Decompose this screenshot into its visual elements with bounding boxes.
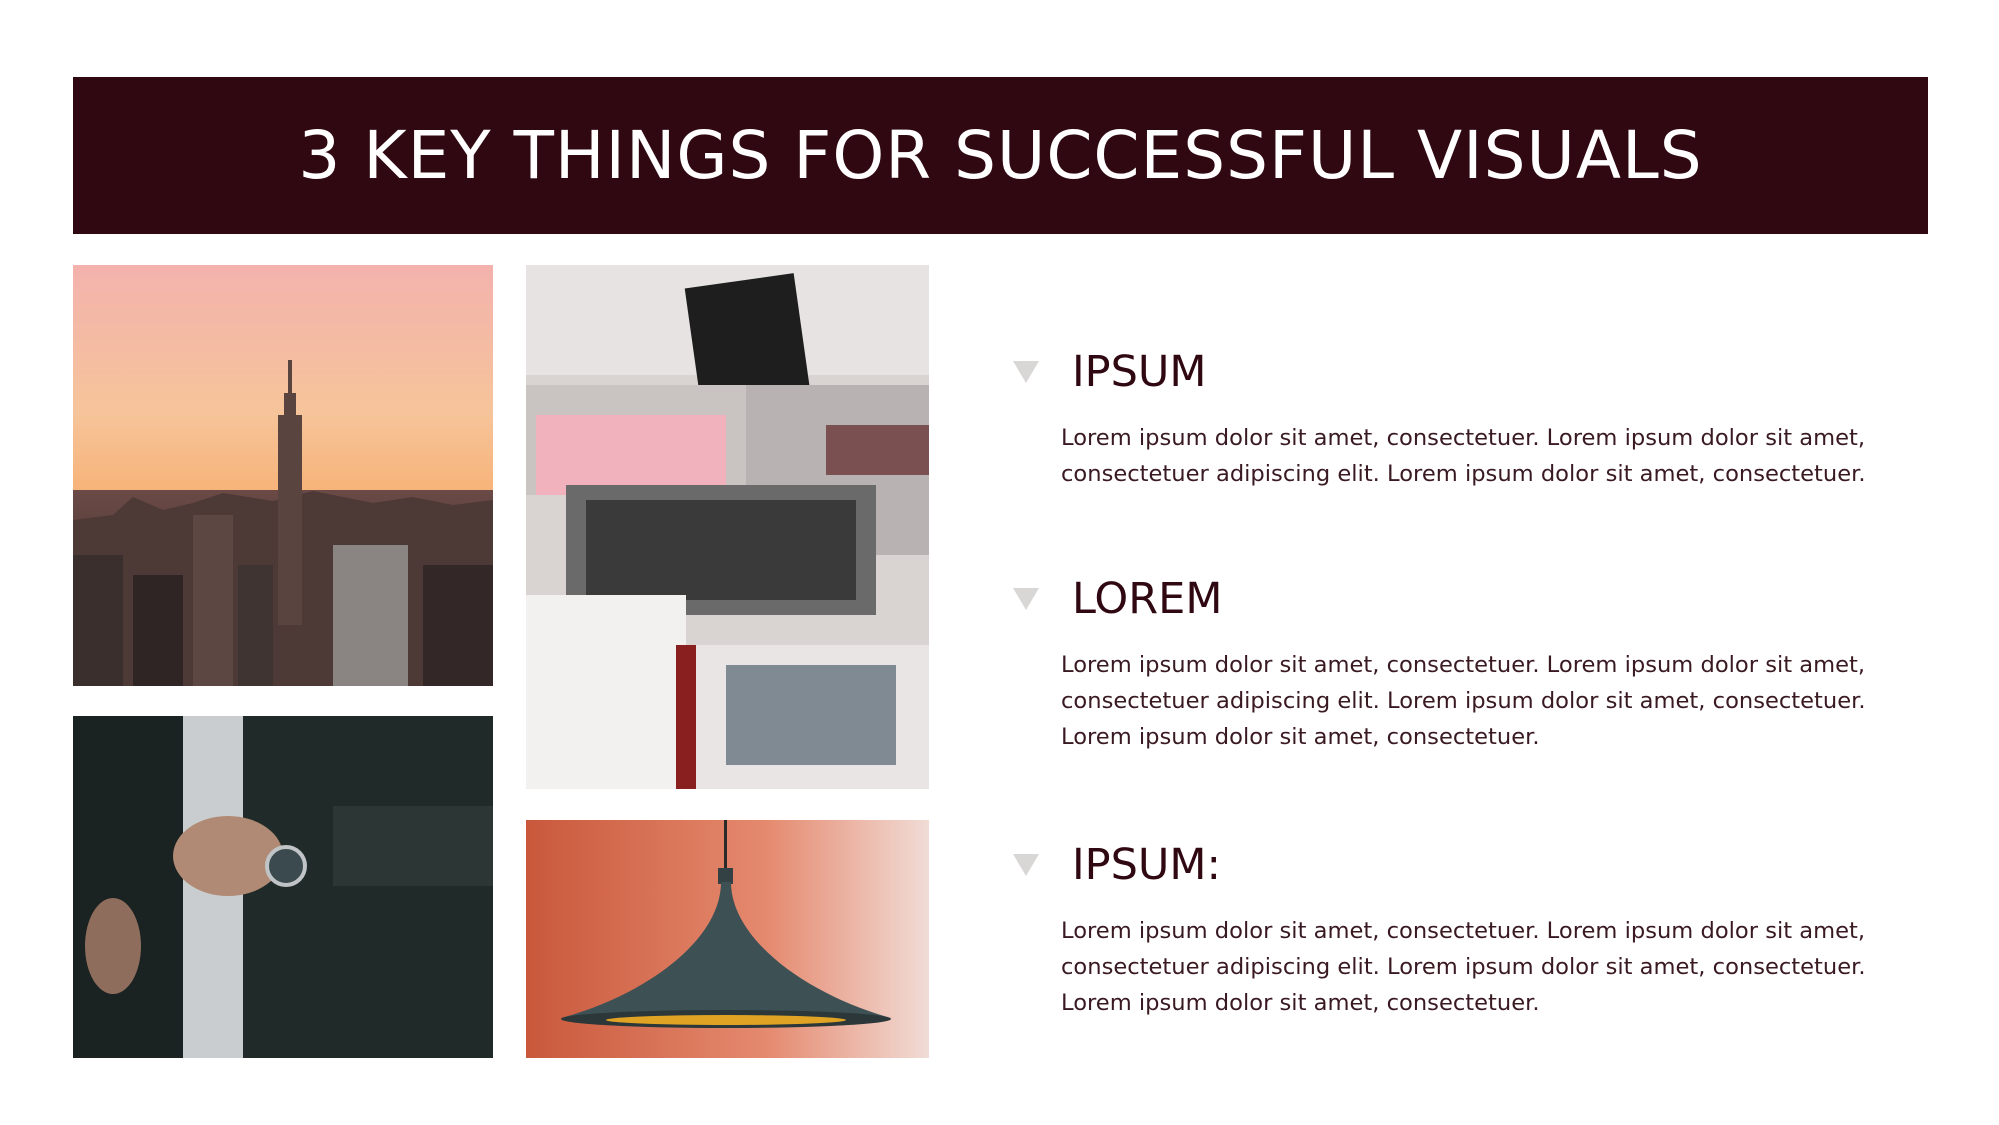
body-line: Lorem ipsum dolor sit amet, consectetuer… [1061,425,1866,451]
body-line: consectetuer adipiscing elit. Lorem ipsu… [1061,954,1866,980]
triangle-down-icon [1013,360,1053,384]
body-line: Lorem ipsum dolor sit amet, consectetuer… [1061,652,1866,678]
key-item-body: Lorem ipsum dolor sit amet, consectetuer… [1061,420,1866,492]
triangle-down-icon [1013,587,1053,611]
slide-title: 3 KEY THINGS FOR SUCCESSFUL VISUALS [298,117,1703,194]
title-bar: 3 KEY THINGS FOR SUCCESSFUL VISUALS [73,77,1928,234]
pendant-lamp-photo [526,820,929,1058]
key-item-1: IPSUM Lorem ipsum dolor sit amet, consec… [1013,344,1913,492]
key-item-heading: IPSUM: [1072,840,1221,890]
magazine-rack-photo [526,265,929,789]
body-line: Lorem ipsum dolor sit amet, consectetuer… [1061,990,1540,1016]
triangle-down-icon [1013,853,1053,877]
body-line: consectetuer adipiscing elit. Lorem ipsu… [1061,688,1866,714]
key-item-heading-row: IPSUM [1013,344,1913,400]
key-item-body: Lorem ipsum dolor sit amet, consectetuer… [1061,913,1866,1021]
body-line: consectetuer adipiscing elit. Lorem ipsu… [1061,461,1866,487]
key-item-heading: IPSUM [1072,347,1207,397]
key-item-2: LOREM Lorem ipsum dolor sit amet, consec… [1013,571,1913,755]
key-item-heading-row: LOREM [1013,571,1913,627]
body-line: Lorem ipsum dolor sit amet, consectetuer… [1061,918,1866,944]
key-item-heading: LOREM [1072,574,1223,624]
body-line: Lorem ipsum dolor sit amet, consectetuer… [1061,724,1540,750]
key-item-3: IPSUM: Lorem ipsum dolor sit amet, conse… [1013,837,1913,1021]
city-skyline-photo [73,265,493,686]
key-item-heading-row: IPSUM: [1013,837,1913,893]
key-item-body: Lorem ipsum dolor sit amet, consectetuer… [1061,647,1866,755]
wristwatch-photo [73,716,493,1058]
